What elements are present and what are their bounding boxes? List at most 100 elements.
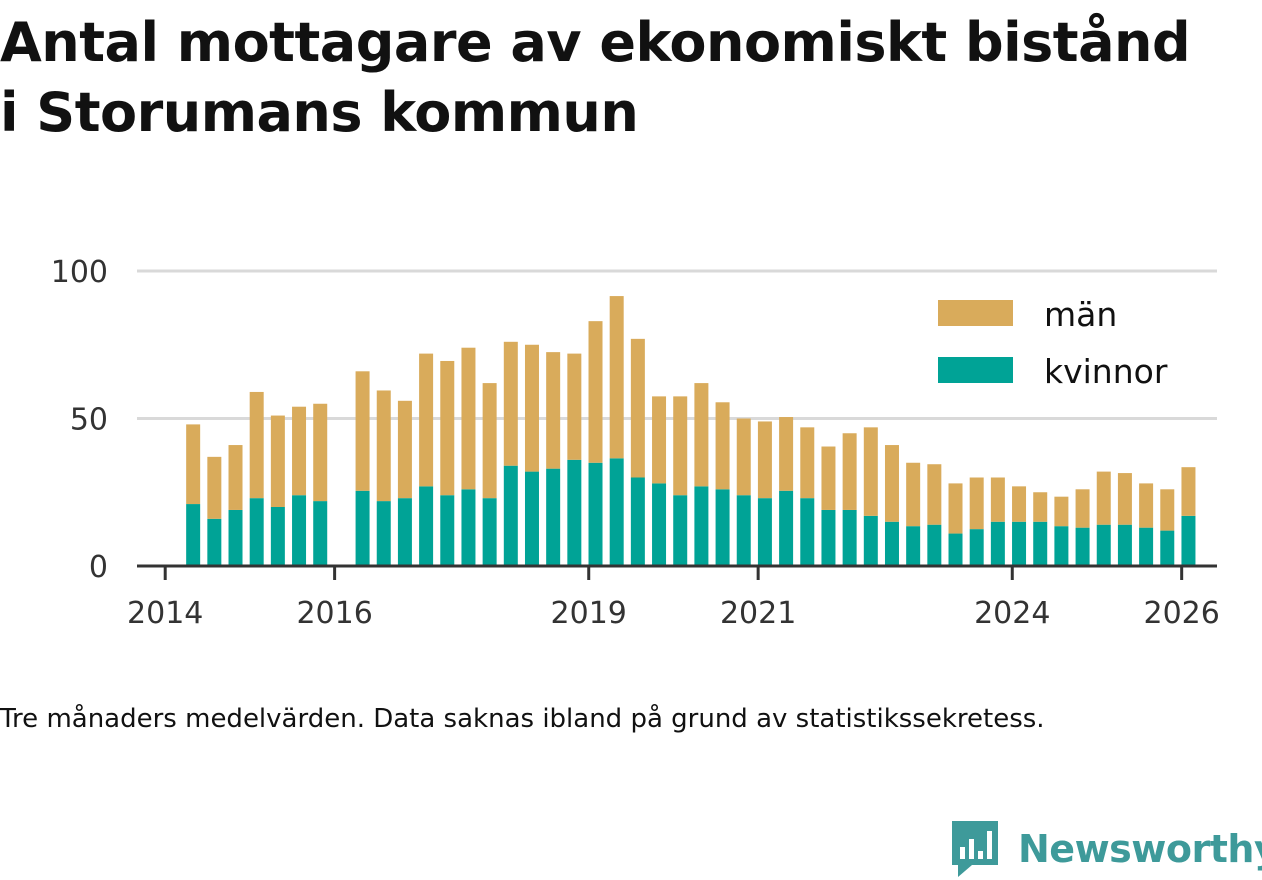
bar-women [906,526,921,566]
x-tick-label: 2021 [720,596,796,631]
bar-women [1033,521,1048,566]
chart-title-line-1: Antal mottagare av ekonomiskt bistånd [0,11,1191,74]
bar-men [1075,489,1090,528]
bar-men [1139,483,1154,528]
legend-swatch-women [938,357,1013,383]
x-tick-label: 2016 [296,596,372,631]
bar-women [270,507,285,566]
bar-women [609,458,624,566]
bar-men [1096,471,1111,525]
bar-women [694,486,709,566]
bar-men [482,383,497,499]
bar-women [440,495,455,566]
bar-women [1012,521,1027,566]
bar-men [800,427,815,499]
bar-men [715,402,730,490]
bar-women [715,489,730,566]
x-tick-label: 2019 [551,596,627,631]
x-tick-label: 2026 [1143,596,1219,631]
bar-women [588,462,603,566]
bar-women [482,498,497,566]
chart-caption: Tre månaders medelvärden. Data saknas ib… [0,704,1045,734]
legend-label-men: män [1044,295,1117,334]
bar-women [419,486,434,566]
bar-men [524,344,539,472]
bar-women [1054,526,1069,566]
bar-men [1181,467,1196,516]
chart-title-line-2: i Storumans kommun [0,81,639,144]
bar-women [1181,515,1196,566]
bar-men [1012,486,1027,522]
bar-women [1139,527,1154,566]
bar-women [249,498,264,566]
bar-men [588,321,603,463]
bar-women [397,498,412,566]
bar-women [546,468,561,566]
bar-women [779,490,794,566]
bar-women [1160,530,1175,566]
bar-men [1160,489,1175,531]
bar-men [355,371,370,491]
bar-women [652,483,667,566]
bars [186,296,1196,566]
bar-men [440,360,455,496]
bar-women [969,529,984,566]
bar-men [207,456,222,519]
bar-men [779,417,794,491]
bar-women [990,521,1005,566]
bar-men [842,433,857,510]
bar-women [567,459,582,566]
bar-women [673,495,688,566]
bar-men [228,445,243,510]
bar-women [630,477,645,566]
bar-women [948,533,963,566]
bar-women [736,495,751,566]
bar-men [546,352,561,469]
bar-men [821,446,836,510]
bar-men [906,462,921,527]
bar-men [1117,473,1132,525]
brand-logo: Newsworthy [950,818,1262,880]
bar-women [1075,527,1090,566]
x-tick-label: 2014 [127,596,203,631]
bar-men [969,477,984,530]
bar-women [524,471,539,566]
bar-men [313,403,328,502]
bar-men [186,424,201,505]
bar-women [927,524,942,566]
bar-men [609,296,624,459]
bar-men [249,391,264,499]
bar-men [736,418,751,496]
bar-women [863,515,878,566]
bar-women [1117,524,1132,566]
bar-men [397,400,412,499]
newsworthy-logo-icon [952,821,998,877]
bar-women [313,501,328,566]
bar-women [884,521,899,566]
bar-men [630,338,645,478]
legend-label-women: kvinnor [1044,352,1168,391]
bar-men [419,353,434,487]
chart-title: Antal mottagare av ekonomiskt bistånd i … [0,8,1262,148]
x-axis: 2014 2016 2019 2021 2024 2026 [127,564,1220,631]
bar-women [186,504,201,566]
y-axis-ticks: 0 50 100 [51,255,108,585]
bar-men [376,390,391,502]
bar-women [503,465,518,566]
bar-women [842,509,857,566]
bar-women [821,509,836,566]
brand-name: Newsworthy [1018,827,1262,871]
bar-women [207,518,222,566]
bar-men [1054,496,1069,527]
bar-men [673,396,688,496]
bar-men [757,421,772,499]
bar-men [694,383,709,487]
stacked-bar-chart: 0 50 100 2014 2016 2019 2021 2024 2026 män kvin… [51,255,1220,631]
y-tick-label: 50 [70,403,108,438]
y-tick-label: 100 [51,255,108,290]
bar-men [652,396,667,484]
bar-women [228,509,243,566]
x-tick-label: 2024 [974,596,1050,631]
bar-men [990,477,1005,522]
bar-men [567,353,582,460]
